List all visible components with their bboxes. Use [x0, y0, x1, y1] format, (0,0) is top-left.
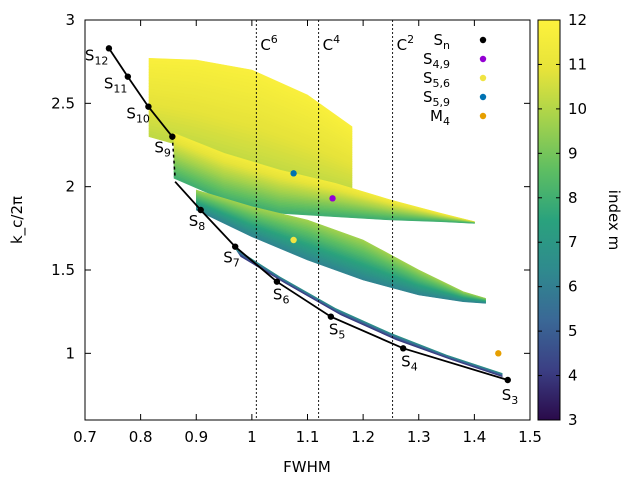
legend-marker-4 — [479, 112, 487, 120]
x-axis-label: FWHM — [283, 458, 331, 476]
x-axis: 0.7 0.8 0.9 1 1.1 1.2 1.3 1.4 1.5 — [73, 20, 542, 446]
region-bottom-band — [234, 248, 503, 378]
y-axis-label: k_c/2π — [8, 196, 27, 244]
sn-label-11: S11 — [104, 75, 128, 96]
sn-point-5 — [327, 313, 335, 320]
cbar-tick-label: 12 — [568, 11, 587, 29]
special-point-2 — [290, 170, 297, 177]
sn-point-3 — [504, 376, 511, 384]
legend-label-2: S5,6 — [423, 69, 450, 90]
sn-label-7: S7 — [223, 249, 240, 270]
sn-point-7 — [231, 243, 239, 250]
sn-point-11 — [124, 73, 132, 80]
sn-point-4 — [399, 345, 407, 352]
x-tick-label: 0.9 — [184, 428, 208, 446]
sn-curve-upper — [108, 47, 174, 138]
sn-point-9 — [169, 133, 176, 140]
x-tick-label: 0.7 — [73, 428, 97, 446]
legend-marker-1 — [479, 55, 487, 63]
y-tick-label: 1.5 — [51, 261, 75, 279]
cbar-tick-label: 11 — [568, 55, 587, 73]
colormap-regions — [148, 57, 503, 378]
cbar-tick-label: 7 — [568, 233, 578, 251]
sn-label-10: S10 — [126, 105, 150, 126]
sn-point-6 — [273, 278, 281, 285]
legend-label-4: M4 — [430, 107, 450, 128]
legend-marker-3 — [479, 93, 487, 101]
cbar-tick-label: 6 — [568, 278, 578, 296]
special-point-3 — [495, 350, 502, 357]
sn-label-4: S4 — [401, 352, 418, 373]
cbar-tick-label: 4 — [568, 367, 578, 385]
y-axis: 1 1.5 2 2.5 3 — [51, 11, 530, 362]
vertical-reference-lines: C6 C4 C2 — [255, 20, 414, 420]
legend-label-1: S4,9 — [423, 50, 450, 71]
sn-label-5: S5 — [329, 321, 346, 342]
colorbar-ticks: 3 4 5 6 7 8 9 10 11 12 — [538, 11, 587, 429]
legend-label-0: Sn — [433, 31, 450, 52]
x-tick-label: 1.2 — [351, 428, 375, 446]
x-tick-label: 1.4 — [462, 428, 486, 446]
sn-point-8 — [197, 206, 204, 214]
sn-label-8: S8 — [189, 212, 206, 233]
cbar-tick-label: 5 — [568, 322, 578, 340]
legend-marker-2 — [479, 74, 487, 82]
region-middle-wedge — [173, 132, 475, 224]
region-lower-wedge — [196, 189, 486, 304]
sn-point-10 — [145, 103, 152, 110]
y-tick-label: 1 — [65, 344, 75, 362]
x-tick-label: 1.5 — [518, 428, 542, 446]
sn-curve-gap — [171, 136, 176, 179]
legend-label-3: S5,9 — [423, 88, 450, 109]
colorbar-label: index m — [605, 190, 623, 250]
vline-label-1: C4 — [323, 33, 340, 54]
legend-marker-0 — [479, 36, 487, 44]
special-points — [290, 170, 502, 357]
vline-label-2: C2 — [397, 33, 414, 54]
cbar-tick-label: 9 — [568, 144, 578, 162]
cbar-tick-label: 8 — [568, 189, 578, 207]
x-tick-label: 0.8 — [129, 428, 153, 446]
sn-label-9: S9 — [154, 139, 171, 160]
y-tick-label: 2 — [65, 178, 75, 196]
cbar-tick-label: 10 — [568, 100, 587, 118]
sn-label-6: S6 — [273, 286, 290, 307]
cbar-tick-label: 3 — [568, 411, 578, 429]
x-tick-label: 1 — [247, 428, 257, 446]
special-point-1 — [290, 236, 297, 244]
y-tick-label: 3 — [65, 11, 75, 29]
sn-label-12: S12 — [85, 46, 109, 67]
special-point-0 — [329, 195, 336, 202]
y-tick-label: 2.5 — [51, 94, 75, 112]
colorbar — [537, 19, 561, 421]
sn-point-12 — [105, 45, 113, 52]
x-tick-label: 1.1 — [296, 428, 320, 446]
vline-label-0: C6 — [260, 33, 277, 54]
sn-label-3: S3 — [502, 386, 519, 407]
x-tick-label: 1.3 — [407, 428, 431, 446]
